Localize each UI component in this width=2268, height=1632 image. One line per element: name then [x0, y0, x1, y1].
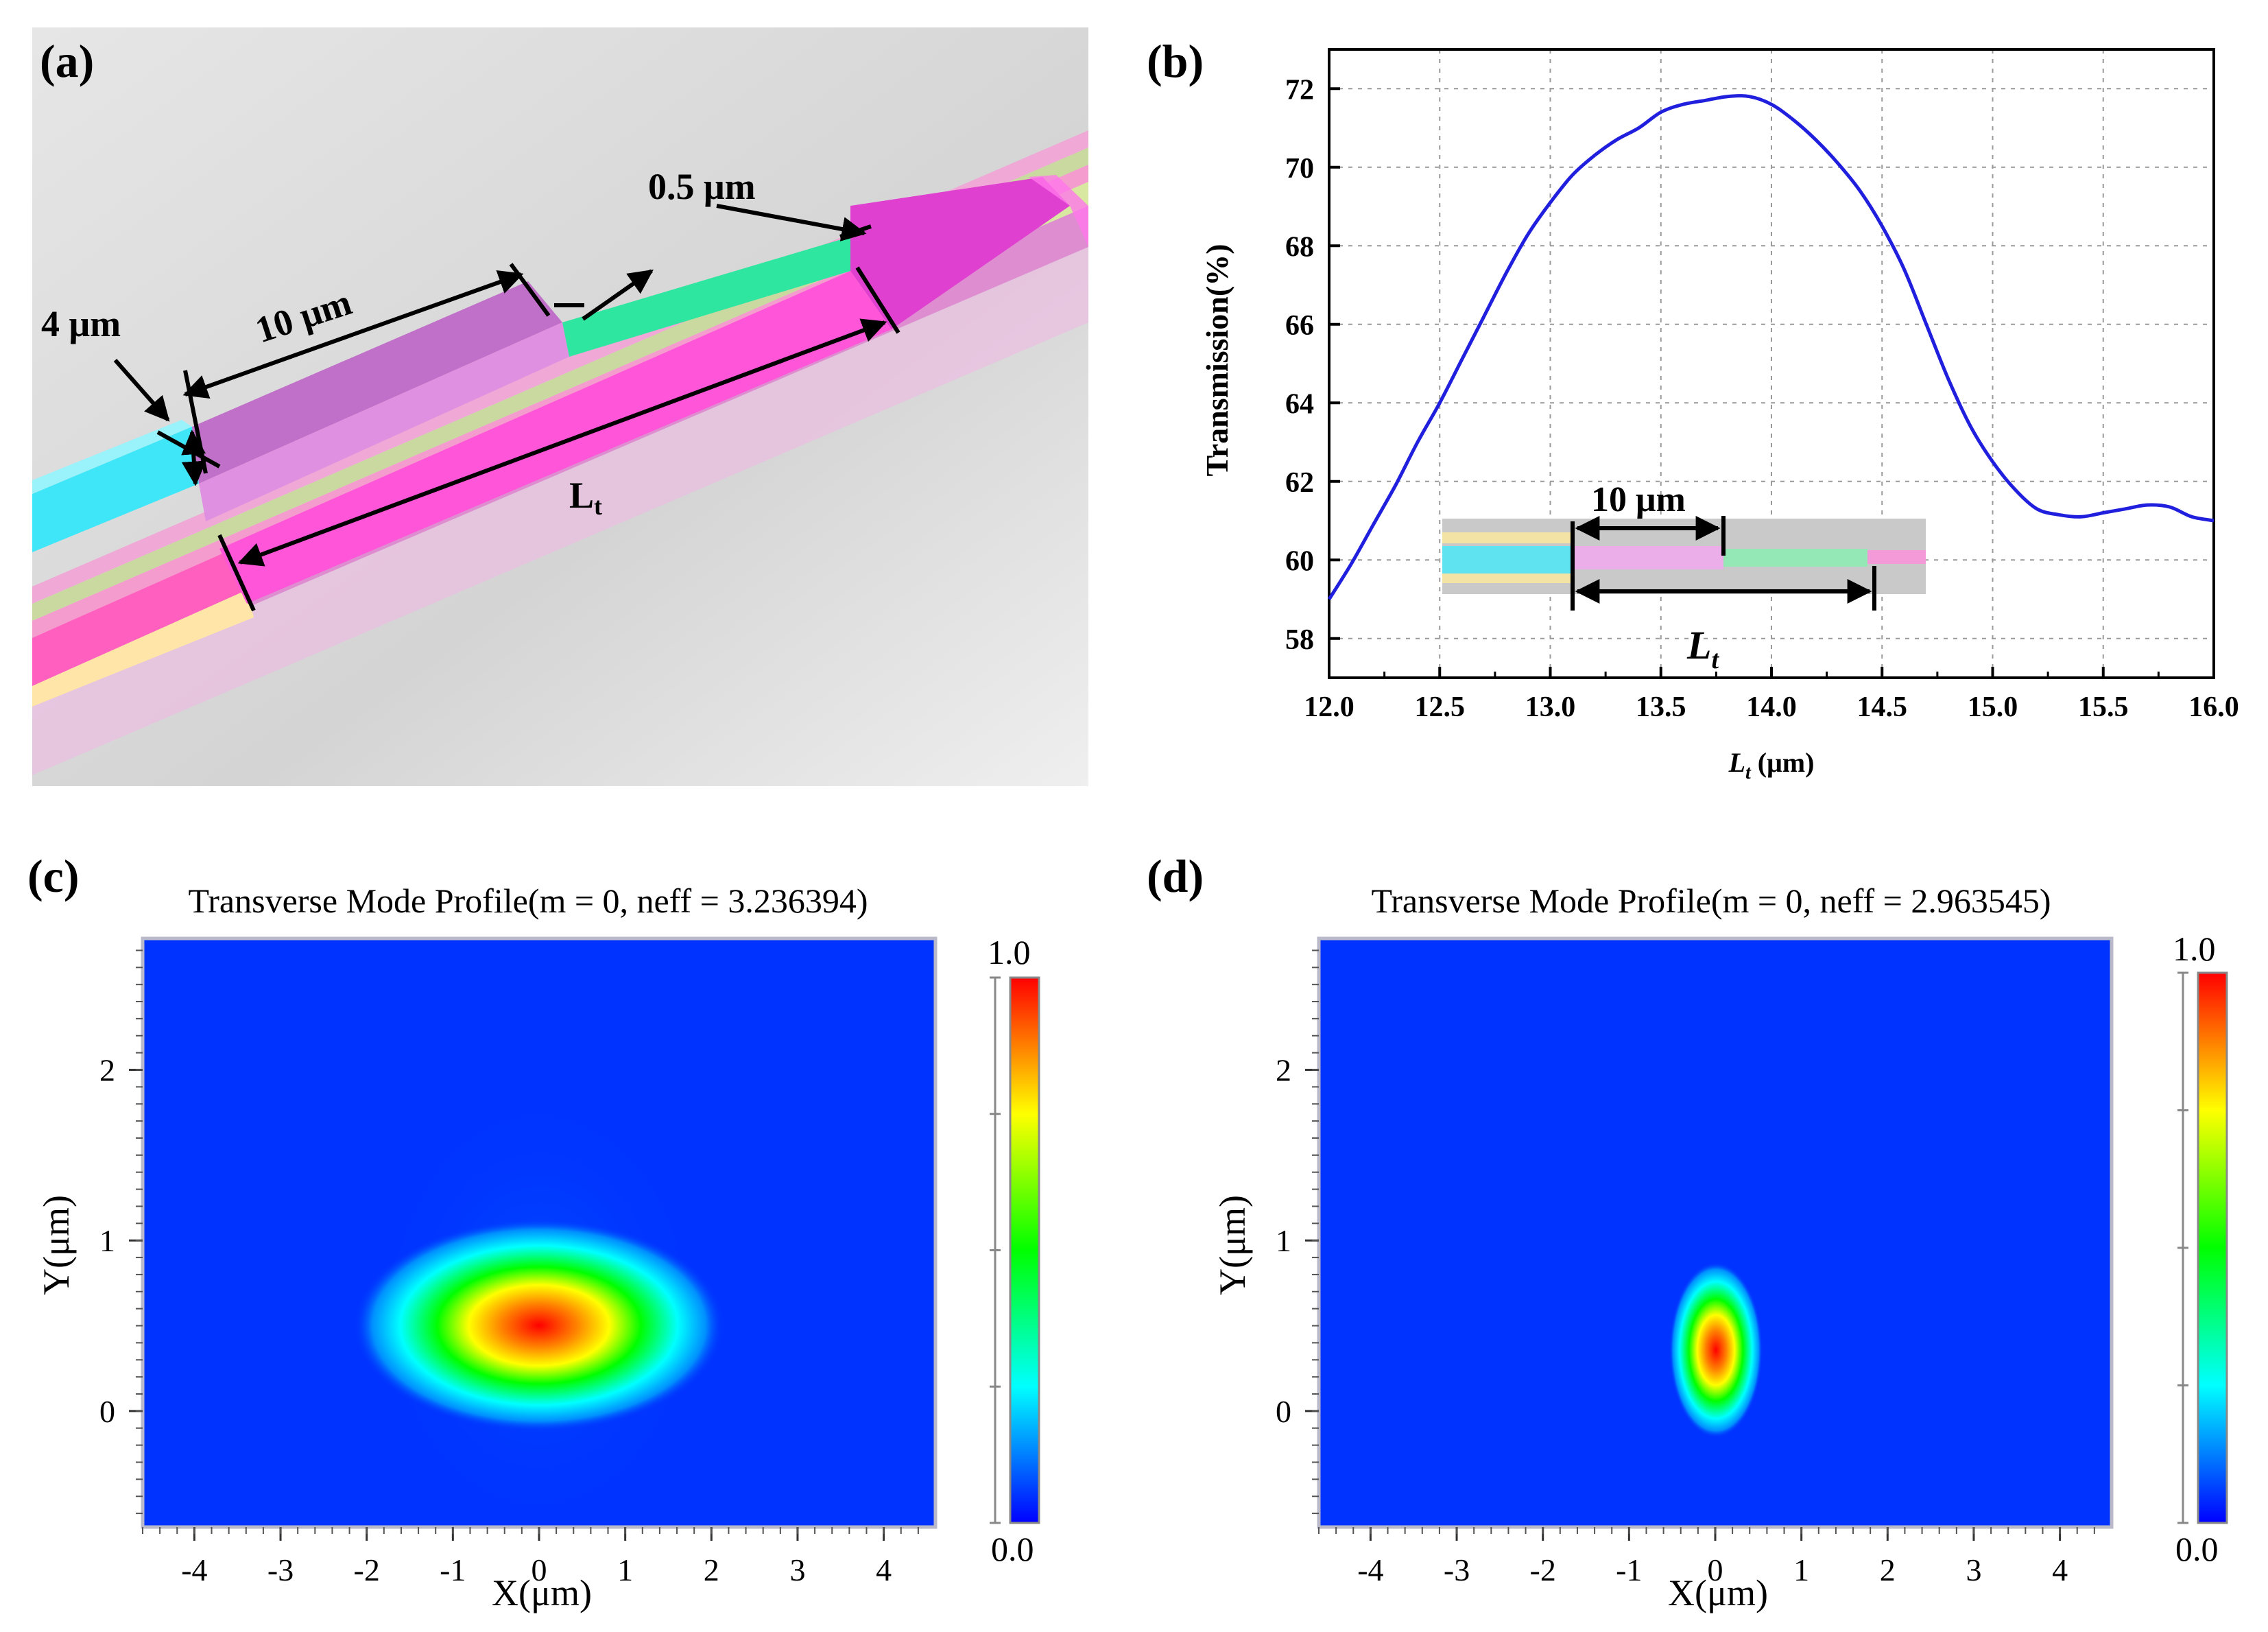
field-x-tick-label: 2: [1880, 1552, 1896, 1587]
panel-a-label: (a): [40, 35, 94, 87]
field-x-label: X(μm): [492, 1572, 592, 1613]
chart-y-tick-label: 58: [1285, 624, 1314, 656]
field-x-tick-label: -2: [354, 1552, 380, 1587]
field-y-label: Y(μm): [36, 1195, 77, 1295]
field-x-tick-label: 1: [617, 1552, 633, 1587]
colorbar-min: 0.0: [2175, 1530, 2219, 1568]
mode-profile-title: Transverse Mode Profile(m = 0, neff = 3.…: [189, 882, 868, 920]
colorbar-frame: [2177, 971, 2228, 1524]
field-y-tick-label: 2: [1276, 1052, 1291, 1087]
field-x-tick-label: -3: [1444, 1552, 1470, 1587]
x-axis-label-unit: (μm): [1751, 747, 1815, 778]
dim-label-0.5um: 0.5 μm: [648, 166, 756, 207]
panel-d: (d) Transverse Mode Profile(m = 0, neff …: [1147, 850, 2228, 1613]
field-x-tick-label: -1: [440, 1552, 466, 1587]
field-x-tick-label: 2: [704, 1552, 719, 1587]
chart-x-tick-label: 12.0: [1304, 691, 1354, 723]
field-y-label: Y(μm): [1212, 1195, 1253, 1295]
colorbar-outline: [2197, 971, 2228, 1524]
field-axis-ticks: -4 -3 -2 -1 0 1 2 3 4 0 1 2: [1276, 949, 2095, 1587]
field-x-tick-label: 3: [789, 1552, 805, 1587]
inset-schematic: [1442, 516, 1926, 611]
colorbar-frame: [990, 976, 1040, 1524]
chart-x-tick-label: 16.0: [2188, 691, 2239, 723]
panel-d-label: (d): [1147, 850, 1204, 902]
dim-label-lt-main: L: [569, 475, 594, 516]
chart-x-tick-label: 12.5: [1415, 691, 1466, 723]
chart-y-tick-label: 72: [1285, 74, 1314, 106]
colorbar: [1010, 978, 1039, 1523]
colorbar: [2198, 973, 2227, 1523]
field-plot-area: [1319, 938, 2112, 1527]
field-x-tick-label: 0: [532, 1552, 547, 1587]
mode-profile-title: Transverse Mode Profile(m = 0, neff = 2.…: [1372, 882, 2051, 920]
x-axis-label-sub: t: [1745, 762, 1752, 783]
field-y-tick-label: 0: [1276, 1394, 1291, 1429]
chart-y-tick-label: 66: [1285, 310, 1314, 342]
chart-axis-ticks: 12.0 12.5 13.0 13.5 14.0 14.5 15.0 15.5 16.0 58 60…: [1285, 74, 2239, 723]
colorbar-outline: [1009, 976, 1040, 1524]
chart-x-tick-label: 14.5: [1857, 691, 1908, 723]
mode-intensity: [354, 1219, 724, 1432]
chart-y-tick-label: 60: [1285, 545, 1314, 577]
mode-intensity: [1669, 1262, 1763, 1438]
chart-y-tick-label: 70: [1285, 153, 1314, 185]
field-x-tick-label: 4: [2052, 1552, 2068, 1587]
colorbar-max: 1.0: [2173, 930, 2216, 968]
field-x-tick-label: 4: [876, 1552, 892, 1587]
chart-x-tick-label: 15.5: [2078, 691, 2129, 723]
x-axis-label: Lt (μm): [1728, 747, 1815, 783]
panel-c: (c) Transverse Mode Profile(m = 0, neff …: [27, 850, 1040, 1613]
field-y-tick-label: 2: [99, 1052, 115, 1087]
inset-label-lt-sub: t: [1711, 646, 1719, 674]
inset-label-lt: Lt: [1686, 623, 1719, 674]
dim-label-lt-sub: t: [594, 493, 602, 520]
field-x-tick-label: -4: [1357, 1552, 1383, 1587]
field-x-tick-label: 1: [1793, 1552, 1809, 1587]
field-y-tick-label: 1: [1276, 1223, 1291, 1258]
panel-c-label: (c): [27, 850, 79, 902]
chart-x-tick-label: 15.0: [1968, 691, 2018, 723]
chart-y-tick-label: 62: [1285, 467, 1314, 499]
panel-a: (a) 4 μm 10 μm 0.5 μm Lt: [32, 27, 1088, 786]
field-y-tick-label: 0: [99, 1394, 115, 1429]
chart-y-tick-label: 64: [1285, 388, 1314, 420]
chart-x-tick-label: 14.0: [1746, 691, 1797, 723]
dim-label-4um: 4 μm: [41, 303, 121, 344]
field-x-tick-label: -4: [181, 1552, 207, 1587]
x-axis-label-main: L: [1728, 747, 1745, 778]
inset-label-lt-main: L: [1686, 623, 1711, 667]
field-x-label: X(μm): [1668, 1572, 1768, 1613]
dimension-lines: [113, 204, 900, 612]
field-x-tick-label: -2: [1530, 1552, 1556, 1587]
transmission-curve: [1327, 94, 2215, 600]
chart-x-tick-label: 13.0: [1525, 691, 1576, 723]
panel-b-label: (b): [1147, 35, 1204, 87]
y-axis-label: Transmission(%): [1199, 244, 1234, 476]
inset-label-10um: 10 μm: [1591, 480, 1686, 519]
colorbar-max: 1.0: [988, 933, 1031, 971]
field-x-tick-label: 0: [1708, 1552, 1723, 1587]
panel-b: (b) 12.0 12.5 13.0 13.5 14.0 14.5 15.0 15.5 16.0…: [1147, 35, 2239, 783]
field-x-tick-label: -1: [1616, 1552, 1642, 1587]
chart-y-tick-label: 68: [1285, 231, 1314, 263]
field-x-tick-label: -3: [267, 1552, 294, 1587]
field-y-tick-label: 1: [99, 1223, 115, 1258]
field-axis-ticks: -4 -3 -2 -1 0 1 2 3 4 0 1 2: [99, 949, 919, 1587]
chart-x-tick-label: 13.5: [1636, 691, 1686, 723]
dim-label-lt: Lt: [569, 475, 602, 520]
field-x-tick-label: 3: [1966, 1552, 1981, 1587]
colorbar-min: 0.0: [991, 1530, 1034, 1568]
